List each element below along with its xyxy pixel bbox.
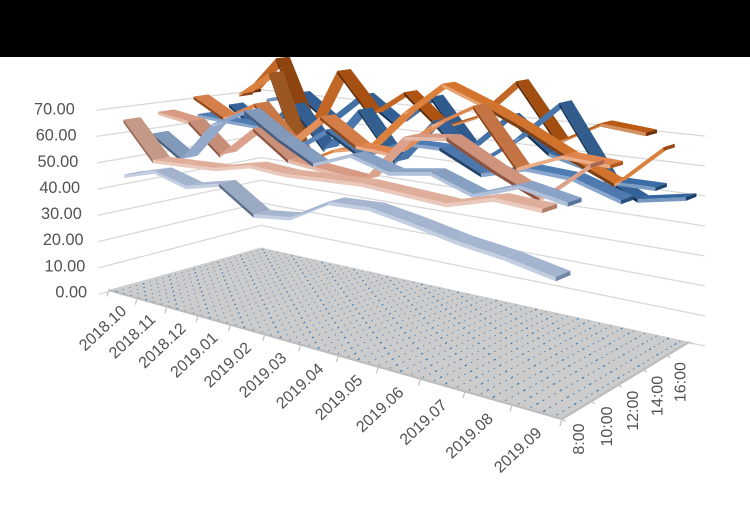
svg-text:30.00: 30.00 xyxy=(41,205,82,223)
svg-text:50.00: 50.00 xyxy=(38,153,79,171)
svg-text:20.00: 20.00 xyxy=(43,231,84,249)
svg-text:0.00: 0.00 xyxy=(55,283,87,301)
svg-text:60.00: 60.00 xyxy=(36,127,77,145)
svg-text:14:00: 14:00 xyxy=(650,376,667,416)
svg-text:12:00: 12:00 xyxy=(625,391,642,431)
svg-text:10.00: 10.00 xyxy=(45,257,86,275)
svg-text:70.00: 70.00 xyxy=(34,101,75,119)
svg-text:40.00: 40.00 xyxy=(39,179,80,197)
svg-text:16:00: 16:00 xyxy=(672,362,689,402)
svg-text:8:00: 8:00 xyxy=(571,423,588,454)
svg-text:10:00: 10:00 xyxy=(599,406,616,446)
